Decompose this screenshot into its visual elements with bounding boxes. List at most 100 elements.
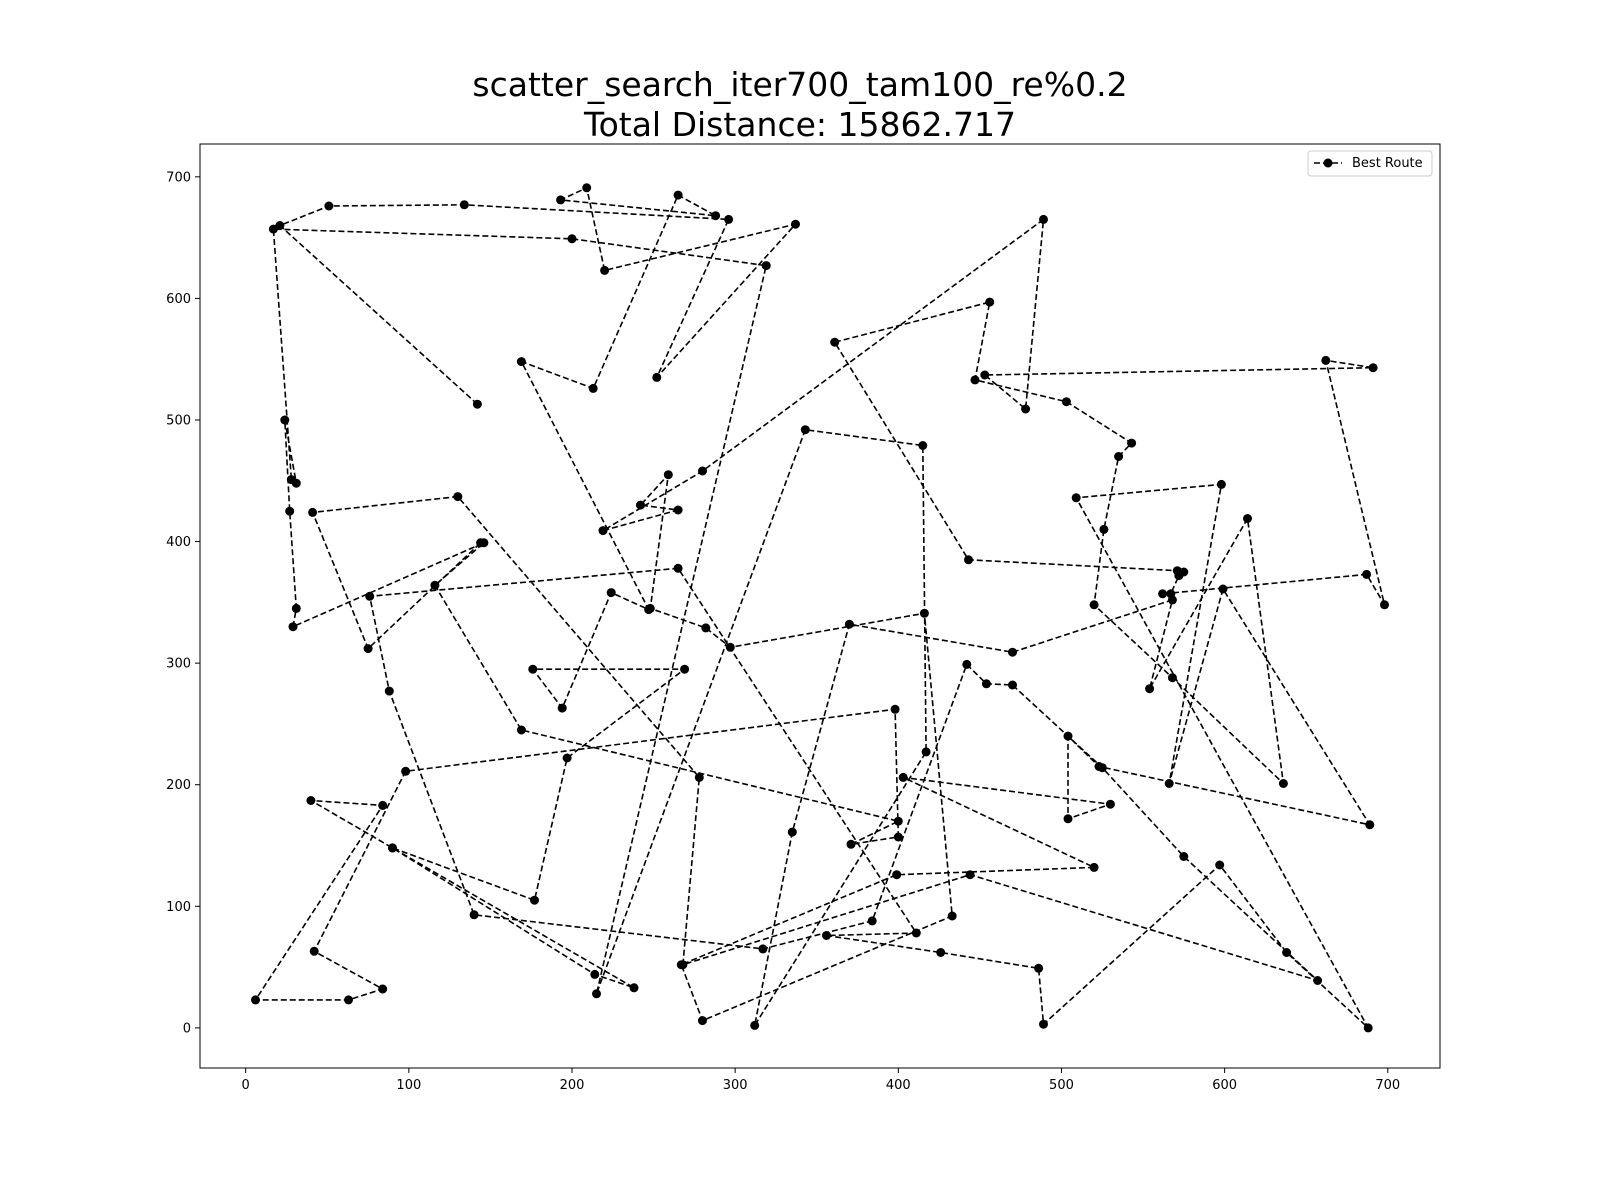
route-point [846,839,856,849]
route-point [965,870,975,880]
route-point [1166,589,1176,599]
x-tick-label: 100 [396,1078,421,1093]
route-point [268,224,278,234]
route-line [254,186,1386,1029]
route-point [970,375,980,385]
legend: Best Route [1307,150,1433,177]
plot-area [199,143,1441,1069]
route-point [384,686,394,696]
route-point [378,984,388,994]
route-point [1243,514,1252,523]
route-point [711,211,721,221]
route-point [1278,779,1288,788]
route-point [725,642,735,652]
y-tick-label: 600 [166,292,191,307]
route-point [673,563,683,573]
route-point [673,190,683,200]
chart-title-line-2: Total Distance: 15862.717 [583,105,1016,144]
route-point [453,492,463,502]
route-point [288,622,298,632]
route-point [985,297,995,307]
route-point [459,200,469,210]
route-point [673,505,683,515]
route-point [1089,862,1099,872]
route-point [598,526,608,536]
route-point [761,261,771,271]
route-point [981,679,991,689]
route-point [309,946,319,956]
route-point [1365,820,1375,830]
route-point [890,704,900,714]
x-axis: 0 100 200 300 400 500 600 700 [242,1068,1400,1093]
route-point [1071,493,1081,503]
route-point [678,960,688,970]
route-point [663,470,673,480]
y-tick-label: 400 [166,535,191,550]
route-point [365,591,375,601]
route-point [251,995,260,1005]
route-point [964,555,973,565]
route-point [280,415,290,425]
route-point [1218,584,1228,594]
route-point [363,644,373,654]
route-point [530,895,539,905]
x-tick-label: 500 [1049,1078,1074,1093]
y-tick-label: 300 [166,657,191,672]
x-tick-label: 700 [1375,1078,1400,1093]
route-point [844,619,854,629]
route-point [472,399,482,409]
route-point [893,832,903,842]
route-point [698,1016,707,1026]
route-point [1362,569,1372,579]
route-point [1145,684,1155,694]
route-point [516,357,526,367]
y-tick-label: 0 [183,1021,191,1036]
route-point [1158,589,1168,599]
route-point [1167,673,1177,683]
route-point [1089,600,1099,610]
route-point [892,870,902,880]
route-point [652,372,662,382]
route-point [516,725,526,735]
route-point [600,265,610,275]
route-point [1216,479,1226,489]
route-point [1097,763,1107,773]
route-point [562,753,572,763]
x-tick-label: 400 [886,1078,911,1093]
route-point [1282,948,1292,957]
route-point [911,928,921,938]
route-point [921,747,931,757]
route-point [918,441,928,450]
route-point [787,827,797,837]
route-point [291,603,301,613]
route-point [1179,852,1189,861]
route-point [1008,647,1017,657]
route-point [378,800,388,810]
route-point [528,664,538,674]
route-point [286,475,296,485]
route-point [430,580,440,590]
route-point [830,337,840,347]
legend-label: Best Route [1352,156,1423,171]
route-point [582,183,592,193]
route-point [680,664,690,674]
route-point [698,466,707,476]
route-point [1215,860,1225,870]
route-point [936,948,946,957]
y-tick-label: 700 [166,170,191,185]
route-point [557,703,567,713]
route-point [1363,1023,1373,1033]
route-point [308,507,318,517]
route-point [306,796,316,805]
route-point [750,1020,760,1030]
route-point [629,983,639,993]
x-tick-label: 200 [560,1078,585,1093]
route-point [1099,524,1109,534]
route-point [980,370,990,380]
route-point [919,608,929,618]
route-point [1321,355,1331,365]
route-point [469,910,479,920]
route-point [592,989,601,999]
route-point [962,659,972,669]
